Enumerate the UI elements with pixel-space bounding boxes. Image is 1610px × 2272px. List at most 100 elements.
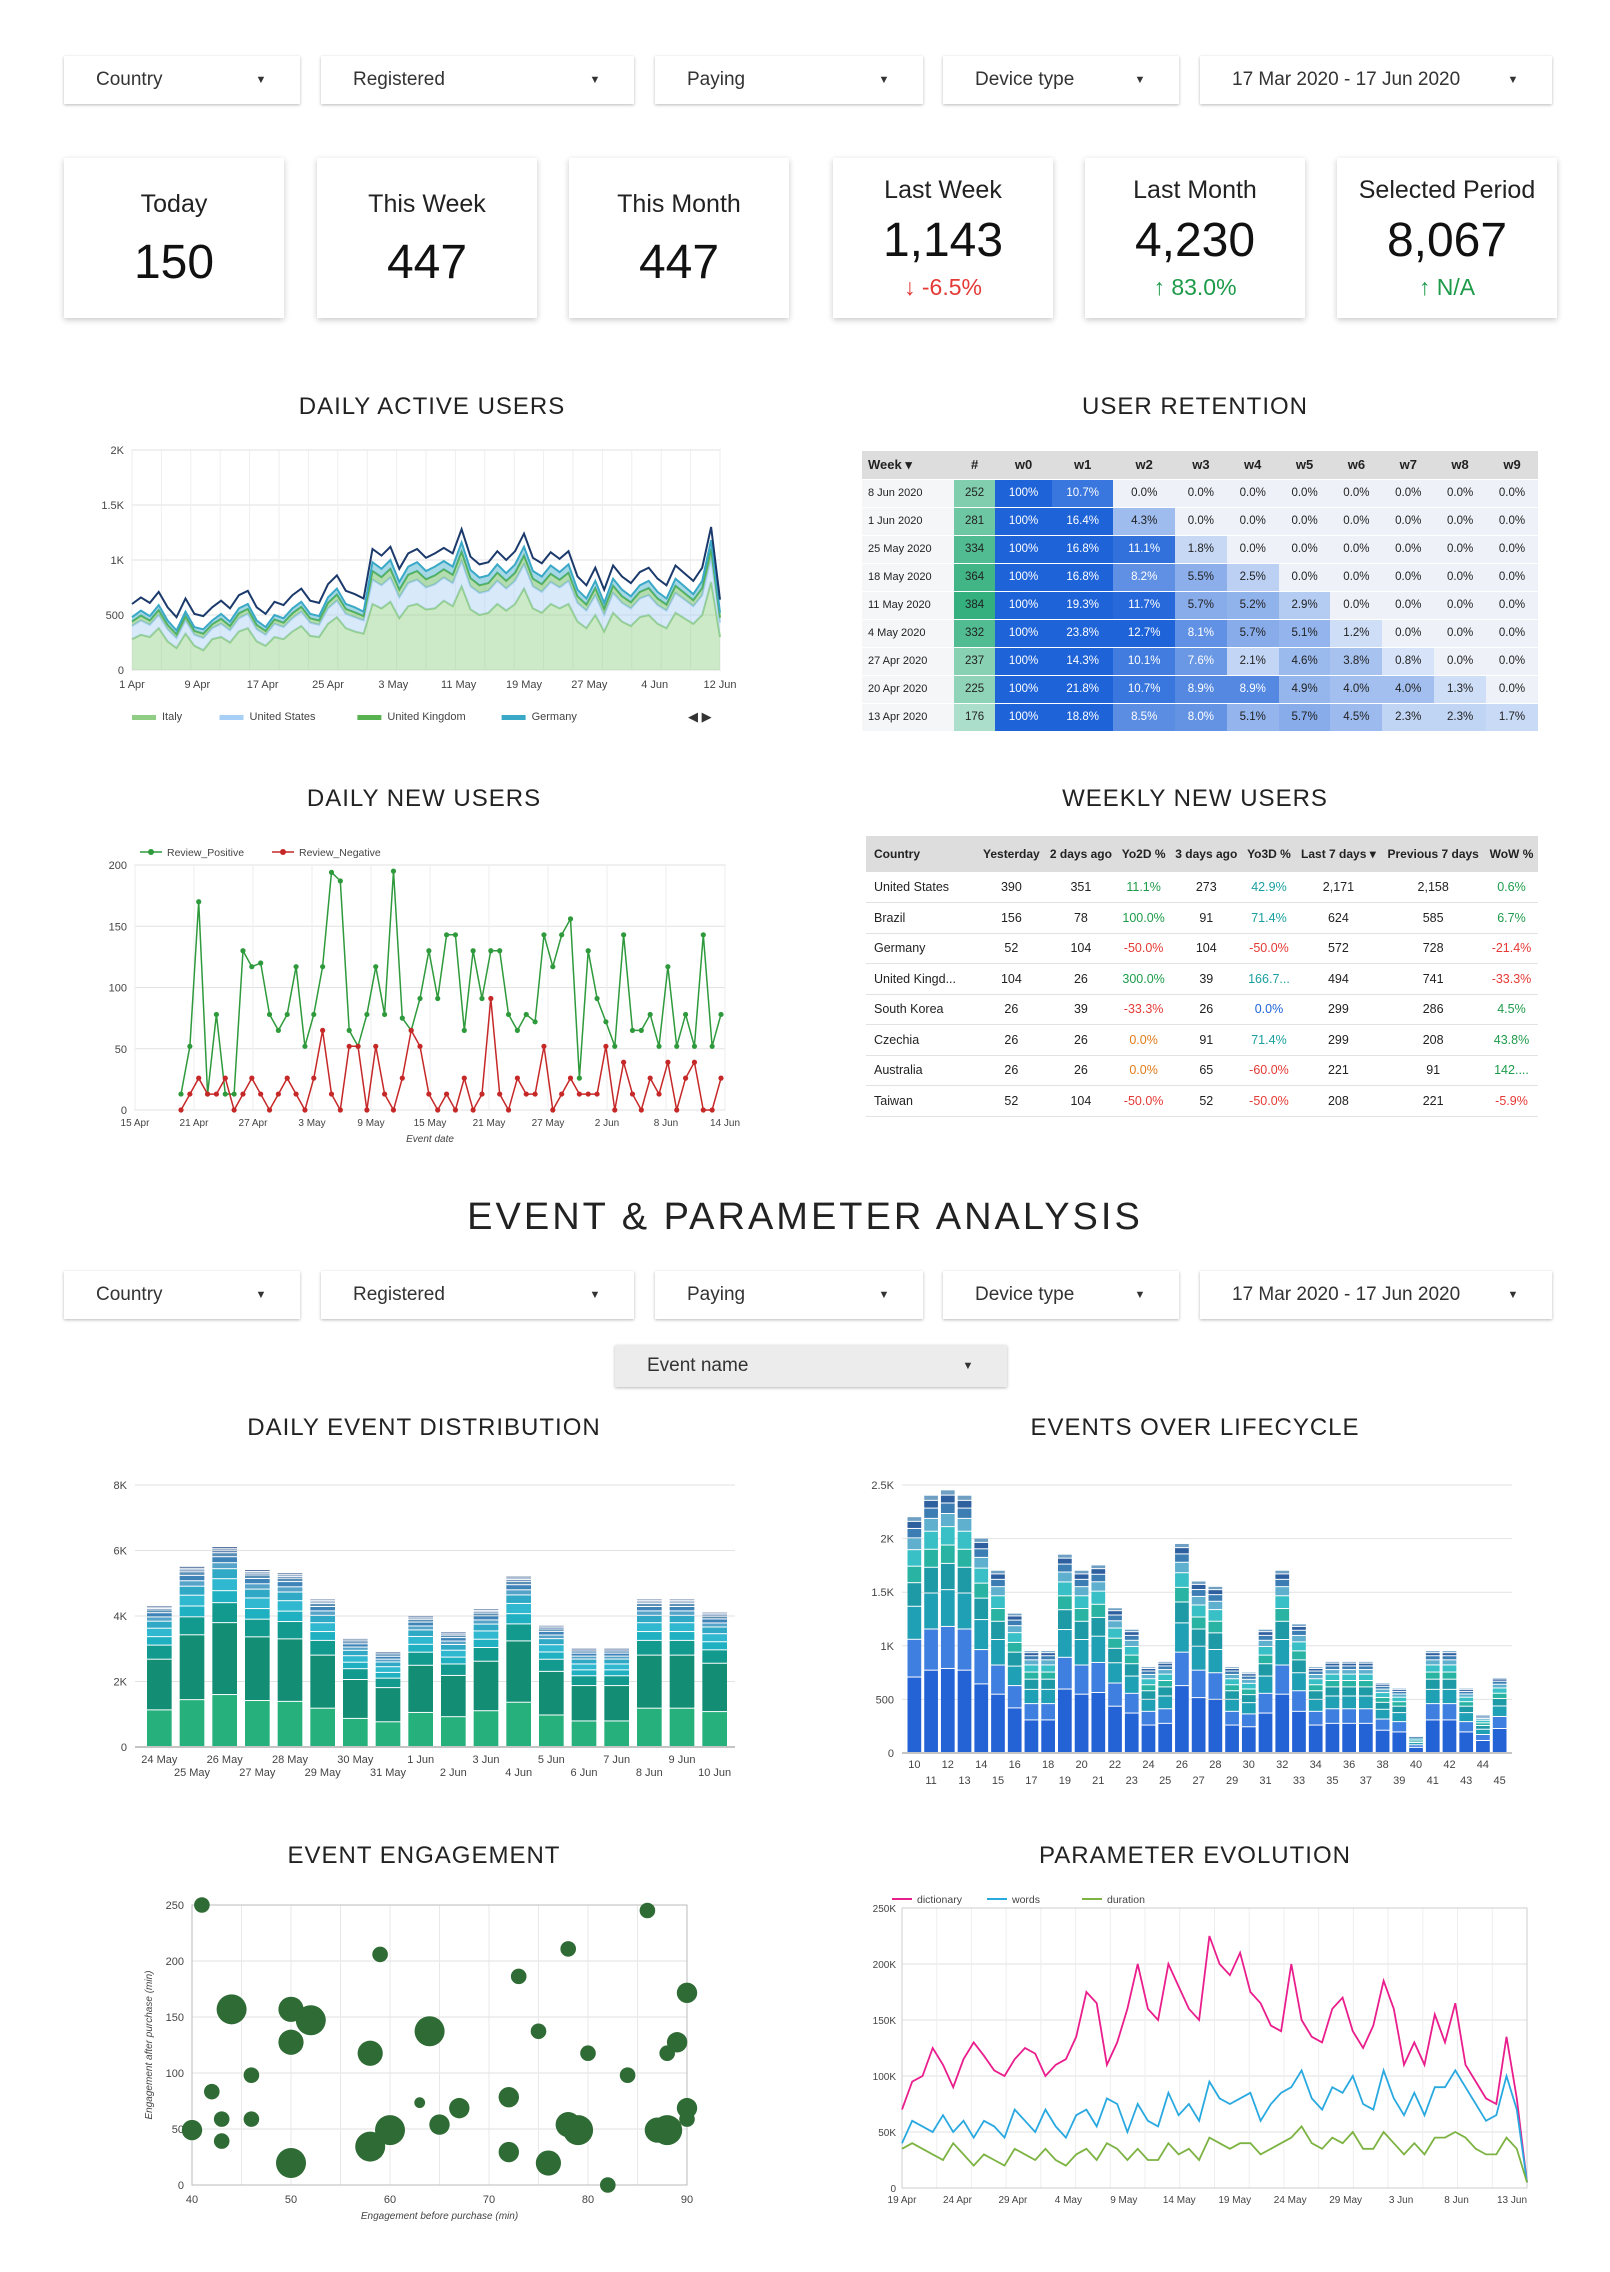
bar-segment [1041,1656,1055,1660]
column-header[interactable]: Country [866,836,978,872]
bar-segment [539,1671,564,1715]
table-cell: 2,158 [1381,872,1485,903]
bar-segment [1108,1683,1122,1706]
filter-label: 17 Mar 2020 - 17 Jun 2020 [1232,69,1461,90]
column-header[interactable]: Yo3D % [1242,836,1296,872]
table-row: Czechia 26 26 0.0% 91 71.4% 299 208 43.8% [866,1024,1538,1056]
column-header[interactable]: Yo2D % [1117,836,1171,872]
x-tick-label: 25 May [174,1767,211,1779]
bar-segment [408,1626,433,1630]
bar-segment [310,1601,335,1602]
table-cell: 1.2% [1330,619,1383,648]
column-header[interactable]: Yesterday [978,836,1045,872]
bar-segment [1024,1656,1039,1660]
bar-segment [1241,1674,1256,1676]
event-name-filter[interactable]: Event name ▼ [615,1345,1007,1387]
bar-segment [1275,1579,1290,1587]
bar-segment [539,1628,564,1629]
data-point [514,1027,520,1033]
column-header[interactable]: 3 days ago [1170,836,1243,872]
table-cell: Germany [866,933,978,964]
column-header[interactable]: Previous 7 days [1381,836,1485,872]
column-header[interactable]: Last 7 days ▾ [1295,836,1382,872]
bar-segment [473,1639,499,1647]
paying-filter-2[interactable]: Paying ▼ [655,1271,923,1319]
kpi-last-month: Last Month 4,230 ↑ 83.0% [1085,158,1305,318]
table-cell: 2.3% [1382,703,1435,732]
bar-segment [473,1616,499,1620]
device-type-filter[interactable]: Device type ▼ [943,56,1179,104]
bar-segment [1158,1670,1173,1674]
data-point [275,1091,281,1097]
x-tick-label: 50 [285,2194,297,2206]
registered-filter[interactable]: Registered ▼ [321,56,634,104]
bar-segment [637,1655,662,1708]
bar-segment [571,1664,597,1670]
bar-segment [1091,1574,1106,1582]
bar-segment [1058,1572,1072,1582]
device-type-filter-2[interactable]: Device type ▼ [943,1271,1179,1319]
kpi-value: 8,067 [1386,214,1508,267]
column-header[interactable]: 2 days ago [1044,836,1118,872]
x-tick-label: 8 Jun [1444,2195,1468,2206]
bar-segment [604,1651,629,1653]
data-point [311,1011,317,1018]
scatter-point [414,2016,445,2047]
date-range-filter-2[interactable]: 17 Mar 2020 - 17 Jun 2020 ▼ [1200,1271,1552,1319]
bar-segment [506,1581,531,1585]
bar-segment [604,1664,629,1670]
bar-segment [637,1615,662,1623]
bar-segment [1158,1661,1173,1663]
bar-segment [669,1632,695,1640]
bar-segment [277,1576,303,1578]
bar-segment [1241,1695,1256,1703]
kpi-this-week: This Week 447 [317,158,537,318]
country-filter-2[interactable]: Country ▼ [64,1271,300,1319]
x-tick-label: 19 May [1218,2195,1251,2206]
table-cell: 8.1% [1174,619,1227,648]
bar-segment [1275,1665,1290,1694]
x-tick-label: 32 [1276,1759,1288,1771]
bar-segment [375,1667,401,1672]
bar-segment [702,1642,727,1650]
x-tick-label: 44 [1477,1759,1489,1771]
column-header[interactable]: Week ▾ [862,451,954,480]
bar-segment [1442,1660,1457,1665]
paying-filter[interactable]: Paying ▼ [655,56,923,104]
table-cell: 19.3% [1051,591,1114,620]
bar-segment [212,1557,237,1563]
table-cell: 100% [995,535,1052,564]
registered-filter-2[interactable]: Registered ▼ [321,1271,634,1319]
bar-segment [924,1593,938,1629]
table-row: 11 May 2020 384 100% 19.3% 11.7% 5.7% 5.2% 2.9%… [862,591,1538,620]
table-cell: -33.3% [1484,963,1538,995]
table-cell: 100% [995,619,1052,648]
date-range-filter[interactable]: 17 Mar 2020 - 17 Jun 2020 ▼ [1200,56,1552,104]
scatter-point [580,2045,596,2062]
bar-segment [1409,1737,1423,1739]
x-tick-label: 16 [1009,1759,1021,1771]
data-point [452,932,459,938]
column-header[interactable]: WoW % [1484,836,1538,872]
bar-segment [147,1617,172,1621]
kpi-label: Last Month [1133,176,1257,204]
bar-segment [974,1650,989,1684]
table-cell: 364 [954,563,996,592]
bar-segment [1392,1702,1407,1706]
table-cell: -50.0% [1117,1085,1171,1117]
table-cell: 5.7% [1278,703,1331,732]
table-cell: 100% [995,563,1052,592]
country-filter[interactable]: Country ▼ [64,56,300,104]
bar-segment [1074,1665,1089,1694]
bar-segment [1292,1624,1306,1626]
bar-segment [245,1637,270,1701]
table-cell: 728 [1381,933,1485,964]
dropdown-arrow-icon: ▼ [255,1289,267,1301]
table-cell: 8.9% [1174,675,1227,704]
scatter-point [213,2133,230,2149]
bar-segment [539,1625,564,1627]
bar-segment [1024,1720,1039,1752]
y-tick-label: 4K [114,1611,128,1623]
table-cell: 208 [1295,1085,1382,1117]
bar-segment [506,1624,531,1641]
